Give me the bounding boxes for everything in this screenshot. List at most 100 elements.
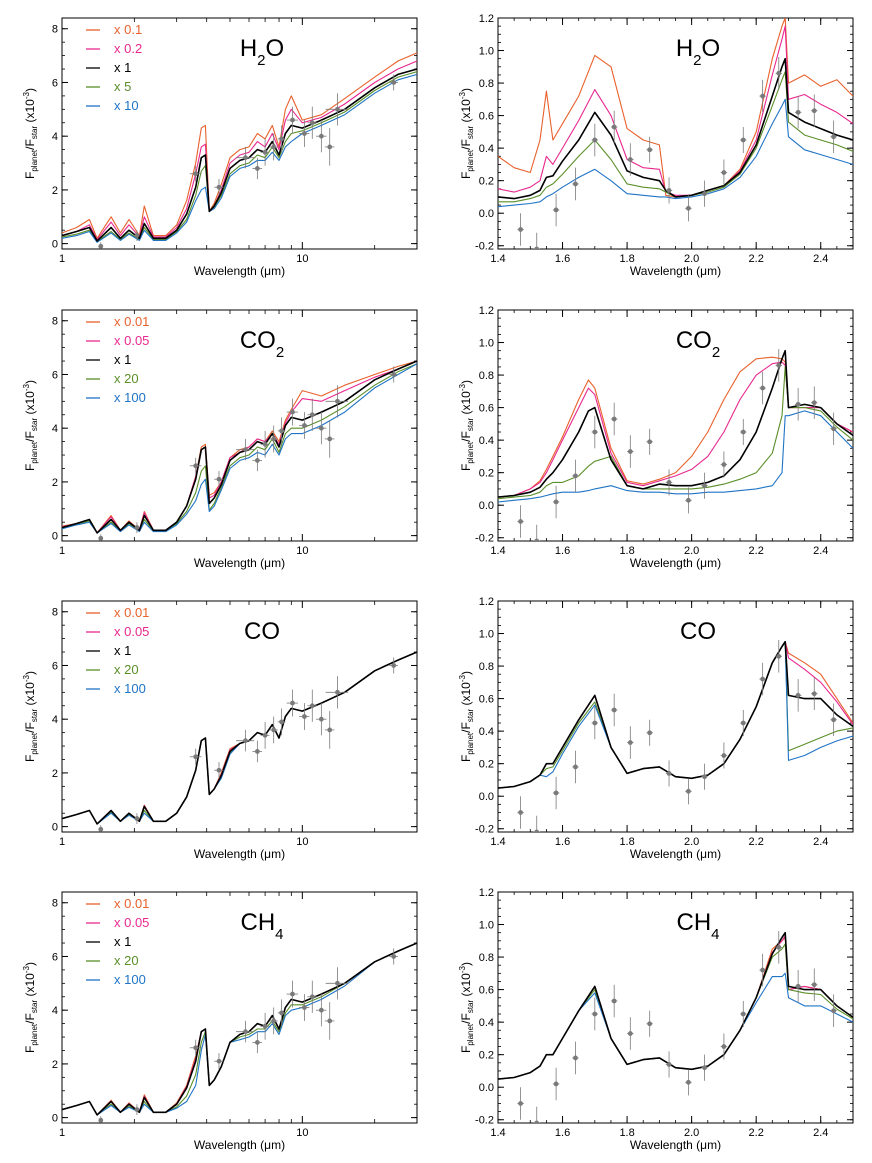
data-point <box>552 776 560 810</box>
x-tick-label: 10 <box>296 836 308 848</box>
data-point-marker <box>271 144 277 150</box>
data-point <box>134 1104 140 1115</box>
data-point <box>740 126 747 154</box>
data-point <box>325 967 349 1000</box>
data-point-marker <box>279 428 285 434</box>
y-axis-title: Fplanet/Fstar (x10-3) <box>22 962 39 1053</box>
data-point <box>685 195 692 222</box>
data-point <box>269 425 278 453</box>
data-point <box>236 146 255 169</box>
y-tick-label: 6 <box>52 951 58 963</box>
x-tick-label: 2.2 <box>749 836 764 848</box>
y-tick-label: 1.2 <box>479 887 494 899</box>
data-point <box>316 994 327 1027</box>
data-point <box>572 459 579 493</box>
x-tick-label: 2.4 <box>813 545 828 557</box>
x-axis-title: Wavelength (μm) <box>194 556 285 570</box>
data-point-marker <box>243 738 248 744</box>
legend-label: x 0.05 <box>114 915 149 930</box>
x-tick-label: 2.4 <box>813 836 828 848</box>
y-tick-label: 0.0 <box>479 1082 494 1094</box>
series-line-x0p05 <box>498 361 853 498</box>
data-point <box>286 980 299 1008</box>
x-axis-title: Wavelength (μm) <box>630 264 721 278</box>
data-point-marker <box>811 691 817 697</box>
data-point-marker <box>553 499 559 505</box>
data-point-marker <box>243 1029 248 1035</box>
data-point <box>299 994 310 1021</box>
x-tick-label: 1 <box>59 836 65 848</box>
data-point-marker <box>243 447 248 453</box>
data-point <box>701 1054 708 1081</box>
y-tick-label: 1.0 <box>479 629 494 641</box>
data-point <box>830 412 837 446</box>
data-point-marker <box>193 1045 199 1051</box>
data-point-marker <box>290 117 295 123</box>
y-axis-title: Fplanet/Fstar (x10-3) <box>458 962 475 1053</box>
chart-panel-ch4-full: 0 2 4 6 8 1 10 Wavelength (μm) Fplanet/Fstar (x1… <box>22 891 418 1152</box>
molecule-label: CO <box>680 618 716 645</box>
data-point <box>701 472 708 499</box>
data-point <box>325 93 349 126</box>
y-tick-label: 8 <box>52 24 58 36</box>
data-point-marker <box>518 810 523 815</box>
x-tick-label: 1 <box>59 545 65 557</box>
data-point <box>646 428 653 455</box>
data-point <box>720 451 728 478</box>
x-axis-title: Wavelength (μm) <box>630 847 721 861</box>
y-axis-title: Fplanet/Fstar (x10-3) <box>22 380 39 471</box>
data-point <box>252 157 263 180</box>
series-line-x20 <box>498 366 853 500</box>
y-tick-label: -0.2 <box>475 824 494 836</box>
data-point <box>775 57 782 90</box>
data-point <box>591 997 599 1031</box>
data-point-marker <box>702 483 707 489</box>
data-point-marker <box>243 155 248 161</box>
data-point-marker <box>721 170 727 175</box>
data-point-marker <box>760 967 766 973</box>
data-point <box>260 1012 270 1040</box>
data-point <box>720 1033 728 1060</box>
y-tick-label: 0 <box>52 531 58 543</box>
data-point-marker <box>262 149 268 155</box>
y-axis-title: Fplanet/Fstar (x10-3) <box>458 88 475 179</box>
data-point-marker <box>795 109 801 115</box>
data-point-marker <box>627 157 633 162</box>
data-point-marker <box>760 385 766 391</box>
series-group <box>498 349 853 503</box>
data-point <box>552 1067 560 1101</box>
data-point-marker <box>193 463 199 469</box>
data-point <box>277 999 286 1027</box>
y-tick-label: 2 <box>52 1059 58 1071</box>
legend-label: x 20 <box>114 662 139 677</box>
x-tick-label: 2.2 <box>749 545 764 557</box>
data-point <box>591 123 599 157</box>
data-point <box>324 711 335 749</box>
legend-label: x 0.1 <box>114 22 142 37</box>
data-point <box>214 762 224 779</box>
y-tick-label: 0 <box>52 1113 58 1125</box>
legend-label: x 20 <box>114 371 139 386</box>
data-point <box>610 984 618 1018</box>
data-point <box>533 1106 540 1123</box>
data-point <box>610 402 618 436</box>
data-point-marker <box>666 1062 672 1067</box>
data-point <box>610 693 618 727</box>
data-point <box>811 968 818 1001</box>
series-line-x0p01 <box>498 936 853 1080</box>
legend-label: x 0.05 <box>114 624 149 639</box>
data-point-marker <box>611 998 617 1004</box>
plot-frame <box>61 600 418 833</box>
y-tick-label: 0.2 <box>479 468 494 480</box>
data-point-marker <box>335 980 340 986</box>
series-line-x20 <box>498 641 853 789</box>
data-point-marker <box>309 994 315 1000</box>
data-point <box>685 1069 692 1096</box>
observations <box>517 931 837 1123</box>
x-tick-label: 1.6 <box>555 545 570 557</box>
y-tick-label: 0 <box>52 239 58 251</box>
y-tick-label: 1.0 <box>479 920 494 932</box>
data-point <box>260 138 270 166</box>
y-tick-label: 2 <box>52 185 58 197</box>
series-line-x0p05 <box>498 641 853 789</box>
